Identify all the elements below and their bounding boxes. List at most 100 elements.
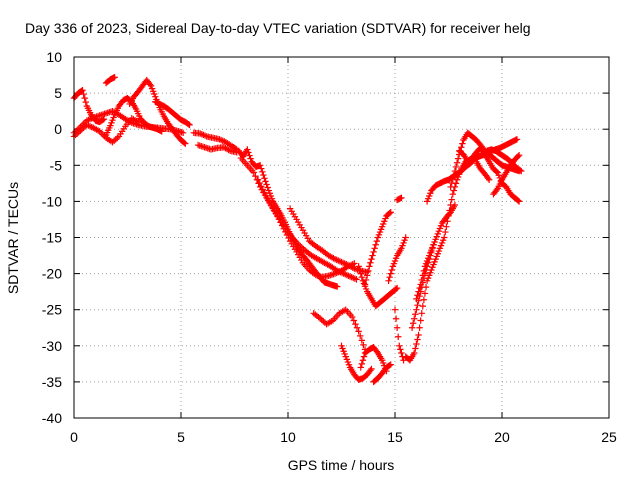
series-arc-j xyxy=(235,146,341,290)
series-arc-q xyxy=(361,209,394,288)
data-point xyxy=(185,120,192,128)
data-points xyxy=(70,74,525,386)
y-tick-label: -25 xyxy=(42,302,62,318)
series-arc-s xyxy=(370,361,394,386)
data-point xyxy=(146,81,154,88)
data-point xyxy=(417,317,424,324)
data-point xyxy=(392,315,400,322)
data-point xyxy=(515,151,523,159)
data-point xyxy=(418,276,425,284)
data-point xyxy=(261,175,268,182)
y-tick-label: -40 xyxy=(42,410,62,426)
data-point xyxy=(247,155,254,162)
data-point xyxy=(416,324,423,331)
y-tick-label: 10 xyxy=(46,49,62,65)
data-point xyxy=(415,288,422,295)
data-point xyxy=(386,362,393,369)
data-point xyxy=(449,175,456,183)
data-point xyxy=(459,140,466,147)
data-point xyxy=(396,342,403,349)
data-point xyxy=(415,331,422,339)
data-point xyxy=(450,187,458,194)
data-point xyxy=(514,197,522,204)
data-point xyxy=(386,209,393,217)
data-point xyxy=(372,241,379,248)
data-point xyxy=(417,281,424,288)
data-point xyxy=(443,223,450,230)
data-point xyxy=(258,165,265,172)
y-tick-label: -30 xyxy=(42,338,62,354)
data-point xyxy=(448,196,455,203)
data-point xyxy=(414,336,421,343)
data-point xyxy=(387,361,394,368)
data-point xyxy=(484,175,492,182)
data-point xyxy=(447,183,454,191)
data-point xyxy=(359,357,367,364)
data-point xyxy=(367,367,374,374)
data-point xyxy=(252,172,259,180)
data-point xyxy=(358,360,366,368)
data-point xyxy=(158,128,165,135)
data-point xyxy=(111,74,118,81)
x-tick-label: 10 xyxy=(280,429,296,445)
data-point xyxy=(256,179,263,187)
data-point xyxy=(357,364,364,371)
data-point xyxy=(259,186,267,193)
data-point xyxy=(430,241,437,248)
data-point xyxy=(356,266,363,274)
series-arc-ac xyxy=(490,151,523,198)
data-point xyxy=(277,219,284,226)
data-point xyxy=(78,87,85,95)
data-point xyxy=(421,290,429,297)
data-point xyxy=(278,222,286,229)
data-point xyxy=(256,162,264,169)
series-arc-m xyxy=(286,205,371,276)
x-tick-label: 0 xyxy=(70,429,78,445)
data-point xyxy=(458,144,465,151)
x-tick-label: 25 xyxy=(601,429,617,445)
data-point xyxy=(400,357,407,364)
series-arc-y xyxy=(413,241,437,303)
data-point xyxy=(358,337,366,344)
data-point xyxy=(368,255,375,263)
x-tick-label: 5 xyxy=(177,429,185,445)
data-point xyxy=(358,274,366,281)
data-point xyxy=(365,267,372,275)
series-arc-i xyxy=(194,141,240,156)
data-point xyxy=(373,237,381,245)
data-point xyxy=(186,121,193,129)
series-arc-t xyxy=(385,234,409,285)
data-point xyxy=(246,152,253,159)
data-point xyxy=(368,365,375,373)
data-point xyxy=(263,181,270,188)
data-point xyxy=(413,340,420,348)
data-point xyxy=(353,324,361,331)
data-point xyxy=(392,285,400,293)
grid-lines xyxy=(74,57,609,418)
data-point xyxy=(254,176,262,183)
data-point xyxy=(79,87,86,94)
data-point xyxy=(514,153,522,160)
data-point xyxy=(493,186,500,194)
data-point xyxy=(360,341,367,349)
series-arc-ad xyxy=(473,158,493,183)
y-axis-label: SDTVAR / TECUs xyxy=(5,182,21,294)
data-point xyxy=(485,176,493,183)
data-point xyxy=(370,248,377,256)
data-point xyxy=(412,345,419,352)
data-point xyxy=(258,183,265,190)
data-point xyxy=(411,349,418,357)
series-arc-u xyxy=(391,306,407,364)
series-arc-g xyxy=(152,98,193,129)
data-point xyxy=(366,263,373,270)
data-point xyxy=(80,90,87,98)
data-point xyxy=(355,263,362,270)
data-point xyxy=(391,306,399,313)
data-point xyxy=(386,274,393,281)
data-point xyxy=(385,277,392,285)
data-point xyxy=(387,209,394,216)
data-point xyxy=(453,159,461,166)
data-point xyxy=(442,228,449,236)
data-point xyxy=(362,276,370,284)
